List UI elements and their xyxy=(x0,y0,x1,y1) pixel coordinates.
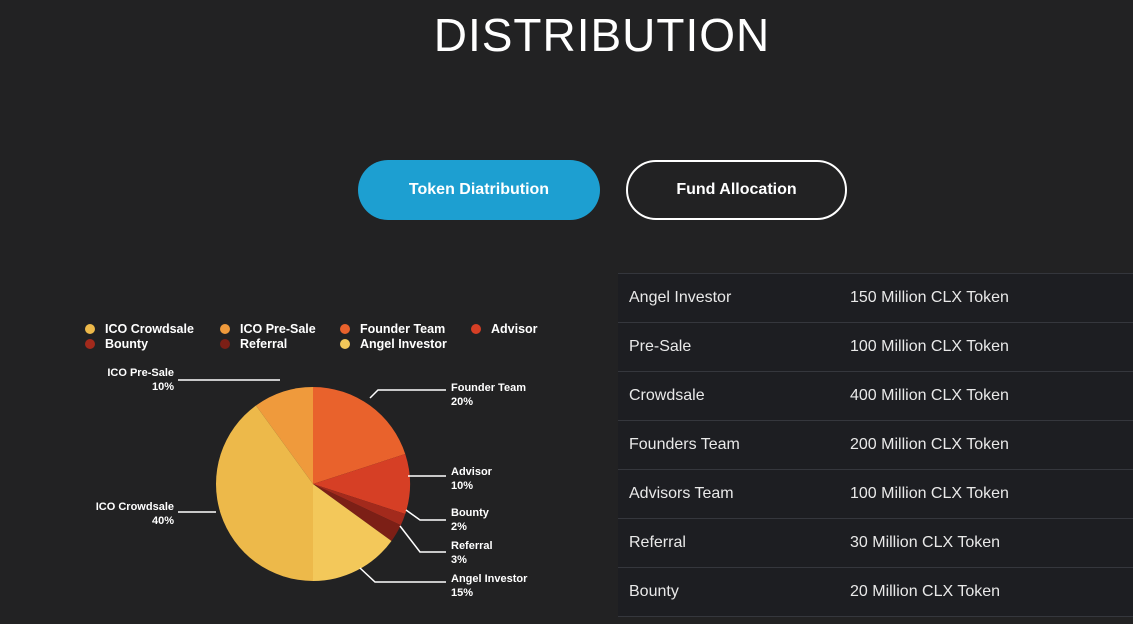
slice-pct-founder-team: 20% xyxy=(451,396,473,408)
row-value: 150 Million CLX Token xyxy=(850,289,1009,306)
pie-slice-ico-crowdsale xyxy=(216,405,313,581)
slice-label-referral: Referral xyxy=(451,540,493,552)
row-value: 20 Million CLX Token xyxy=(850,583,1001,600)
slice-label-ico-crowdsale: ICO Crowdsale xyxy=(96,501,174,513)
legend-label-ico-crowdsale: ICO Crowdsale xyxy=(105,322,194,336)
table-row: Referral 30 Million CLX Token xyxy=(618,519,1133,568)
table-row: Bounty 20 Million CLX Token xyxy=(618,568,1133,617)
legend-label-advisor: Advisor xyxy=(491,322,538,336)
table-row: Advisors Team 100 Million CLX Token xyxy=(618,470,1133,519)
table-row: Crowdsale 400 Million CLX Token xyxy=(618,372,1133,421)
row-label: Pre-Sale xyxy=(629,338,692,355)
slice-pct-referral: 3% xyxy=(451,554,467,566)
leader-line-referral xyxy=(399,525,446,553)
distribution-table: Angel Investor 150 Million CLX Token Pre… xyxy=(618,273,1133,617)
slice-pct-ico-crowdsale: 40% xyxy=(152,515,174,527)
row-label: Crowdsale xyxy=(629,387,705,404)
legend-dot-ico-pre-sale xyxy=(220,324,230,334)
slice-pct-angel-investor: 15% xyxy=(451,587,473,599)
pie-slice-advisor xyxy=(313,454,410,514)
row-value: 100 Million CLX Token xyxy=(850,485,1009,502)
row-value: 400 Million CLX Token xyxy=(850,387,1009,404)
leader-line-founder-team xyxy=(369,389,446,399)
pie-slice-angel-investor xyxy=(313,484,392,581)
table-row: Founders Team 200 Million CLX Token xyxy=(618,421,1133,470)
legend-label-ico-pre-sale: ICO Pre-Sale xyxy=(240,322,316,336)
slice-pct-ico-pre-sale: 10% xyxy=(152,381,174,393)
leader-line-angel-investor xyxy=(359,567,446,583)
leader-line-bounty xyxy=(405,509,446,521)
slice-label-founder-team: Founder Team xyxy=(451,382,526,394)
row-label: Advisors Team xyxy=(629,485,734,502)
legend-label-angel-investor: Angel Investor xyxy=(360,337,447,351)
row-label: Angel Investor xyxy=(629,289,732,306)
distribution-chart: ICO Crowdsale ICO Pre-Sale Founder Team Adv… xyxy=(70,300,570,620)
pie-slice-referral xyxy=(313,484,401,542)
slice-pct-bounty: 2% xyxy=(451,521,467,533)
legend-label-founder-team: Founder Team xyxy=(360,322,445,336)
legend-label-bounty: Bounty xyxy=(105,337,148,351)
slice-pct-advisor: 10% xyxy=(451,480,473,492)
row-value: 30 Million CLX Token xyxy=(850,534,1001,551)
pie-slice-founder-team xyxy=(313,387,406,484)
slice-label-advisor: Advisor xyxy=(451,466,493,478)
row-label: Bounty xyxy=(629,583,679,600)
legend-dot-bounty xyxy=(85,339,95,349)
slice-label-ico-pre-sale: ICO Pre-Sale xyxy=(107,367,174,379)
legend-dot-advisor xyxy=(471,324,481,334)
legend-dot-founder-team xyxy=(340,324,350,334)
token-distribution-tab-button[interactable]: Token Diatribution xyxy=(358,160,600,220)
legend-dot-angel-investor xyxy=(340,339,350,349)
legend-dot-referral xyxy=(220,339,230,349)
slice-label-angel-investor: Angel Investor xyxy=(451,573,528,585)
row-label: Referral xyxy=(629,534,686,551)
pie-slice-bounty xyxy=(313,484,406,526)
row-label: Founders Team xyxy=(629,436,740,453)
legend-label-referral: Referral xyxy=(240,337,287,351)
pie-slice-ico-pre-sale xyxy=(255,387,313,484)
table-row: Angel Investor 150 Million CLX Token xyxy=(618,274,1133,323)
slice-label-bounty: Bounty xyxy=(451,507,490,519)
row-value: 100 Million CLX Token xyxy=(850,338,1009,355)
pie-chart-svg: ICO Crowdsale ICO Pre-Sale Founder Team Adv… xyxy=(85,322,538,599)
legend-dot-ico-crowdsale xyxy=(85,324,95,334)
table-row: Pre-Sale 100 Million CLX Token xyxy=(618,323,1133,372)
page-title: DISTRIBUTION xyxy=(433,9,771,61)
row-value: 200 Million CLX Token xyxy=(850,436,1009,453)
fund-allocation-tab-button[interactable]: Fund Allocation xyxy=(626,160,847,220)
